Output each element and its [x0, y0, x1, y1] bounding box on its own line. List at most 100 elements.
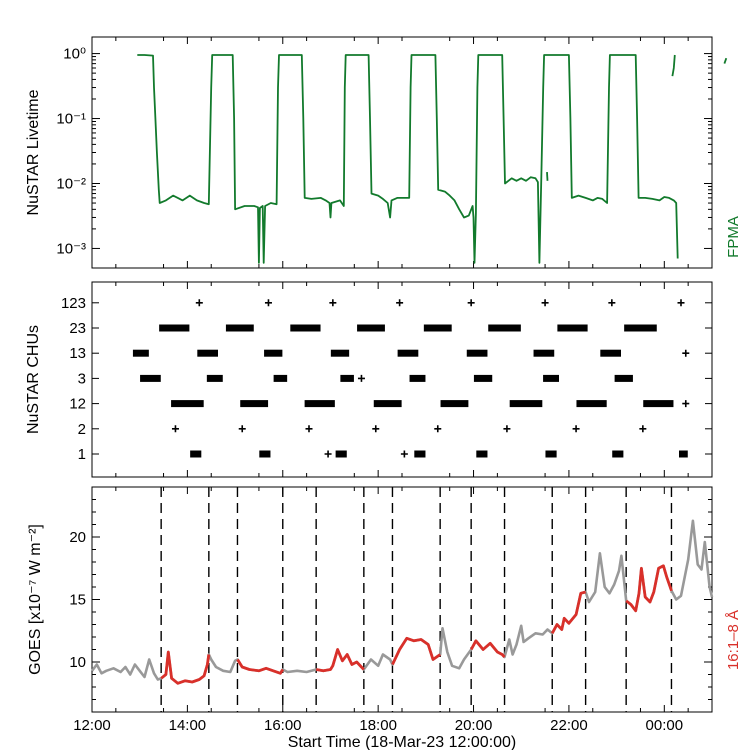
chu-ytick-label: 1	[78, 446, 86, 463]
chu-marker	[503, 425, 511, 433]
goes-xtick-label: 20:00	[455, 717, 493, 734]
chu-ylabel: NuSTAR CHUs	[25, 325, 42, 434]
chu-marker-run	[159, 324, 190, 332]
chu-marker	[608, 299, 616, 307]
chu-marker-run	[397, 349, 419, 357]
chu-marker	[329, 299, 337, 307]
livetime-line-segment	[723, 57, 728, 64]
chu-marker	[677, 299, 685, 307]
chu-marker-run	[357, 324, 385, 332]
chu-marker-run	[545, 450, 557, 458]
chu-marker-run	[240, 400, 269, 408]
chu-marker	[195, 299, 203, 307]
chu-marker-run	[206, 374, 223, 382]
goes-highlight-line	[315, 648, 365, 673]
chu-marker	[238, 425, 246, 433]
livetime-panel: 10⁰ 10⁻¹ 10⁻² 10⁻³ NuSTAR Livetime FPMA	[25, 36, 742, 269]
chu-marker-run	[340, 374, 354, 382]
chu-marker-run	[509, 400, 543, 408]
chu-marker-run	[473, 374, 493, 382]
chu-marker-run	[225, 324, 254, 332]
chu-marker	[264, 299, 272, 307]
chu-marker-run	[171, 400, 204, 408]
goes-xtick-label: 16:00	[264, 717, 302, 734]
chu-marker-run	[140, 374, 161, 382]
goes-xtick-label: 12:00	[73, 717, 111, 734]
chu-marker-run	[259, 450, 271, 458]
chu-marker-run	[624, 324, 657, 332]
chu-marker-run	[190, 450, 202, 458]
chu-marker	[400, 450, 408, 458]
chu-marker	[434, 425, 442, 433]
chu-marker-run	[440, 400, 469, 408]
livetime-ytick-label: 10⁻¹	[56, 111, 86, 128]
livetime-ytick-label: 10⁻³	[56, 240, 86, 257]
chu-marker-run	[414, 450, 426, 458]
chu-marker	[682, 349, 690, 357]
goes-panel: 10 15 20 12:00 14:00 16:00 18:00 20:00 22:00 00:0…	[27, 486, 742, 750]
chu-marker-run	[290, 324, 321, 332]
chu-marker-run	[197, 349, 218, 357]
chu-marker-run	[557, 324, 588, 332]
goes-xtick-label: 22:00	[550, 717, 588, 734]
goes-highlight-line	[391, 636, 441, 666]
goes-highlight-line	[236, 658, 284, 675]
chu-ytick-label: 12	[69, 396, 86, 413]
goes-xtick-label: 00:00	[646, 717, 684, 734]
chu-marker-run	[373, 400, 402, 408]
goes-highlight-line	[625, 564, 673, 613]
chu-marker-run	[488, 324, 521, 332]
livetime-line	[137, 54, 679, 264]
goes-highlight-line	[469, 639, 506, 658]
goes-highlight-line	[550, 590, 586, 634]
goes-xtick-label: 14:00	[169, 717, 207, 734]
goes-series-label: 16:1–8 Å	[725, 610, 742, 670]
chu-marker	[324, 450, 332, 458]
chu-marker	[372, 425, 380, 433]
chu-marker	[682, 400, 690, 408]
chu-marker-run	[679, 450, 688, 458]
livetime-ytick-label: 10⁻²	[56, 175, 86, 192]
chu-marker-run	[273, 374, 288, 382]
chu-ytick-label: 13	[69, 345, 86, 362]
goes-xlabel: Start Time (18-Mar-23 12:00:00)	[288, 734, 517, 750]
chu-marker	[639, 425, 647, 433]
chu-ytick-label: 23	[69, 320, 86, 337]
chu-marker-run	[330, 349, 350, 357]
goes-ylabel: GOES [x10⁻⁷ W m⁻²]	[27, 524, 44, 675]
chu-marker-run	[612, 450, 624, 458]
chu-marker-run	[533, 349, 555, 357]
chu-marker	[396, 299, 404, 307]
chu-marker-run	[335, 450, 347, 458]
chu-marker-run	[576, 400, 607, 408]
livetime-ylabel: NuSTAR Livetime	[25, 89, 42, 215]
chu-ytick-label: 3	[78, 370, 86, 387]
chu-marker-run	[614, 374, 633, 382]
livetime-line-segment	[546, 172, 549, 181]
chu-marker-run	[476, 450, 488, 458]
chu-marker-run	[409, 374, 426, 382]
goes-xtick-label: 18:00	[359, 717, 397, 734]
chu-marker-run	[264, 349, 283, 357]
chu-marker	[467, 299, 475, 307]
goes-ytick-label: 15	[69, 592, 86, 609]
livetime-series-label: FPMA	[725, 216, 742, 258]
goes-highlight-line	[160, 650, 211, 685]
chu-marker	[171, 425, 179, 433]
chu-marker-run	[304, 400, 335, 408]
chu-marker	[572, 425, 580, 433]
chu-marker-run	[600, 349, 621, 357]
livetime-line-segment	[671, 54, 676, 77]
chu-marker-run	[466, 349, 488, 357]
goes-ytick-label: 20	[69, 529, 86, 546]
chu-marker	[357, 374, 365, 382]
chu-marker-run	[132, 349, 149, 357]
chu-marker-run	[643, 400, 674, 408]
chu-marker	[541, 299, 549, 307]
goes-ytick-label: 10	[69, 654, 86, 671]
chu-marker-run	[423, 324, 452, 332]
chu-marker-run	[543, 374, 559, 382]
chu-ytick-label: 123	[61, 295, 86, 312]
